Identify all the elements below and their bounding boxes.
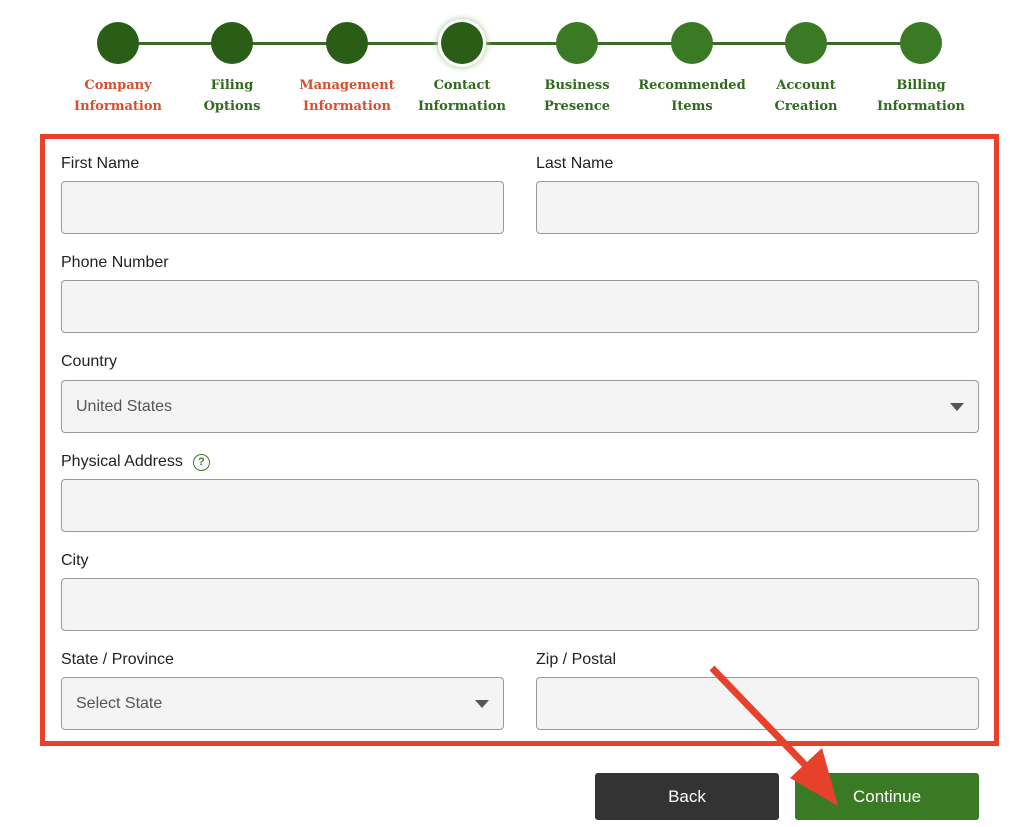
step-dot bbox=[97, 22, 139, 64]
step-label: Creation bbox=[774, 99, 838, 114]
first-name-input[interactable] bbox=[61, 181, 504, 234]
step-dot bbox=[671, 22, 713, 64]
dropdown-caret-icon bbox=[475, 700, 489, 708]
back-button[interactable]: Back bbox=[595, 773, 779, 820]
step-label: Account bbox=[776, 78, 836, 93]
help-icon[interactable]: ? bbox=[192, 454, 210, 471]
last-name-label: Last Name bbox=[536, 155, 614, 172]
country-select[interactable]: United States bbox=[61, 380, 979, 433]
step-label: Company bbox=[84, 78, 152, 93]
step-dot-current bbox=[441, 22, 483, 64]
first-name-label: First Name bbox=[61, 155, 140, 172]
step-label: Options bbox=[203, 99, 261, 114]
step-label: Information bbox=[877, 99, 965, 114]
step-dot bbox=[326, 22, 368, 64]
city-input[interactable] bbox=[61, 578, 979, 631]
step-company-information[interactable]: Company Information bbox=[58, 22, 178, 117]
phone-input[interactable] bbox=[61, 280, 979, 333]
step-label: Presence bbox=[543, 99, 611, 114]
country-value: United States bbox=[76, 398, 173, 415]
zip-label: Zip / Postal bbox=[536, 651, 617, 668]
state-placeholder: Select State bbox=[76, 695, 163, 712]
step-label: Billing bbox=[896, 78, 946, 93]
last-name-input[interactable] bbox=[536, 181, 979, 234]
step-dot bbox=[556, 22, 598, 64]
address-label: Physical Address? bbox=[61, 453, 210, 471]
step-billing-information[interactable]: Billing Information bbox=[861, 22, 981, 117]
step-label: Information bbox=[418, 99, 506, 114]
step-label: Information bbox=[303, 99, 391, 114]
step-label: Recommended bbox=[638, 78, 746, 93]
step-label: Contact bbox=[433, 78, 491, 93]
highlight-box bbox=[40, 134, 999, 746]
step-dot bbox=[900, 22, 942, 64]
dropdown-caret-icon bbox=[950, 403, 964, 411]
address-input[interactable] bbox=[61, 479, 979, 532]
state-select[interactable]: Select State bbox=[61, 677, 504, 730]
step-label: Filing bbox=[210, 78, 254, 93]
step-contact-information[interactable]: Contact Information bbox=[402, 22, 522, 117]
phone-label: Phone Number bbox=[61, 254, 169, 271]
country-label: Country bbox=[61, 353, 118, 370]
zip-input[interactable] bbox=[536, 677, 979, 730]
address-label-text: Physical Address bbox=[61, 453, 183, 470]
state-label: State / Province bbox=[61, 651, 174, 668]
step-label: Management bbox=[299, 78, 395, 93]
step-filing-options[interactable]: Filing Options bbox=[172, 22, 292, 117]
step-business-presence[interactable]: Business Presence bbox=[517, 22, 637, 117]
step-account-creation[interactable]: Account Creation bbox=[746, 22, 866, 117]
step-dot bbox=[211, 22, 253, 64]
city-label: City bbox=[61, 552, 89, 569]
step-recommended-items[interactable]: Recommended Items bbox=[632, 22, 752, 117]
step-dot bbox=[785, 22, 827, 64]
step-label: Items bbox=[671, 99, 713, 114]
step-label: Business bbox=[544, 78, 610, 93]
step-management-information[interactable]: Management Information bbox=[287, 22, 407, 117]
step-label: Information bbox=[74, 99, 162, 114]
stepper-line bbox=[118, 42, 921, 45]
